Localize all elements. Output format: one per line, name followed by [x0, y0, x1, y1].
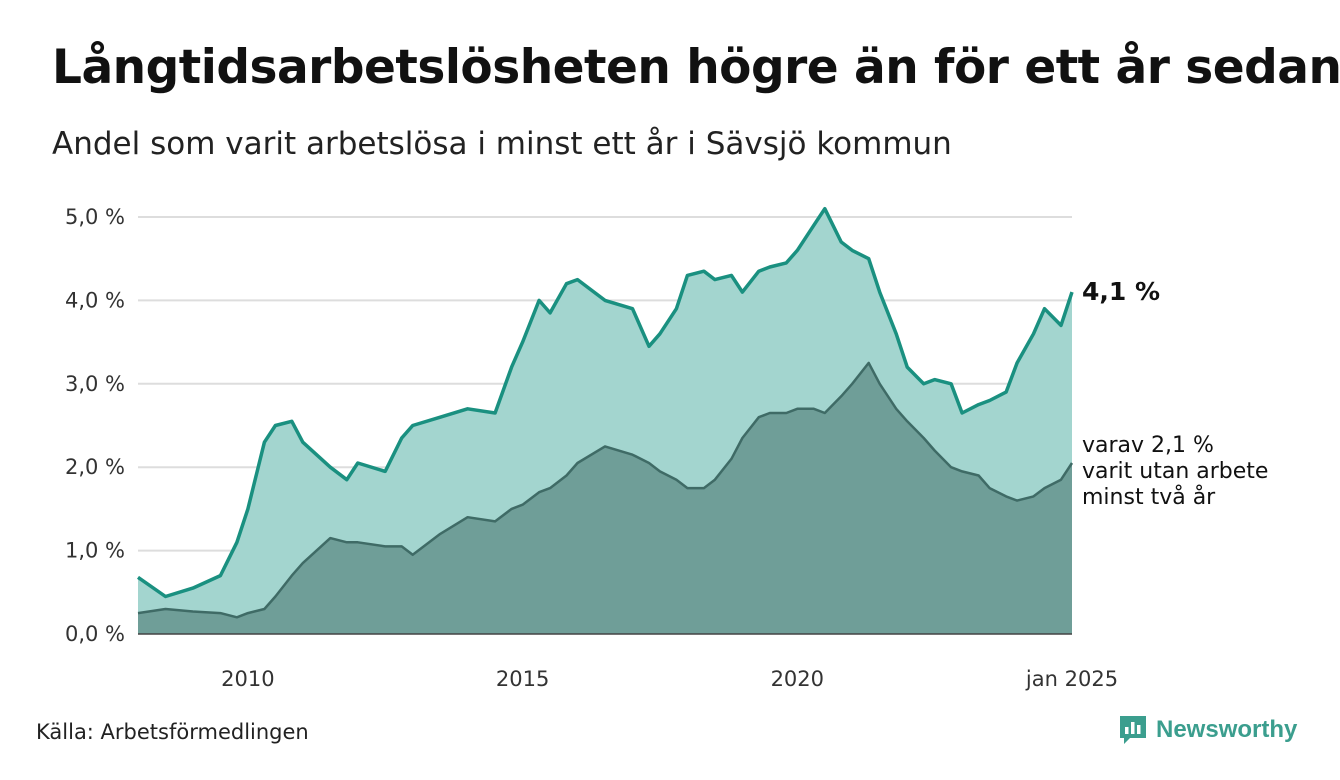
brand-name: Newsworthy [1156, 716, 1298, 743]
longterm-area [138, 362, 1072, 634]
end-label-total: 4,1 % [1082, 277, 1160, 306]
end-label-longterm-line: minst två år [1082, 484, 1216, 510]
end-label-longterm-line: varit utan arbete [1082, 459, 1268, 484]
x-tick-label: 2020 [771, 667, 824, 691]
chart-area: 0,0 %1,0 %2,0 %3,0 %4,0 %5,0 % 2010 2015 2… [65, 205, 1268, 691]
y-axis-labels: 0,0 % 1,0 % 2,0 % 3,0 % 4,0 % 5,0 % [65, 205, 125, 646]
longterm-line [137, 361, 1074, 619]
y-tick-label: 5,0 % [65, 205, 125, 229]
brand-logo: Newsworthy [1118, 714, 1297, 746]
end-label-longterm-line: varav 2,1 % [1082, 433, 1214, 458]
y-tick-label: 2,0 % [65, 455, 125, 479]
newsworthy-logo-icon [1120, 716, 1146, 744]
y-tick-label: 0,0 % [65, 622, 125, 646]
source-note: Källa: Arbetsförmedlingen [36, 720, 309, 744]
x-axis-labels: 2010 2015 2020 jan 2025 [221, 667, 1118, 691]
total-line [136, 206, 1074, 599]
chart-subtitle: Andel som varit arbetslösa i minst ett å… [52, 126, 952, 162]
x-tick-label: jan 2025 [1025, 667, 1118, 691]
x-tick-label: 2015 [496, 667, 549, 691]
x-tick-label: 2010 [221, 667, 274, 691]
y-tick-label: 4,0 % [65, 288, 125, 312]
y-tick-label: 3,0 % [65, 372, 125, 396]
y-tick-label: 1,0 % [65, 539, 125, 563]
chart-title: Långtidsarbetslösheten högre än för ett … [52, 40, 1340, 95]
